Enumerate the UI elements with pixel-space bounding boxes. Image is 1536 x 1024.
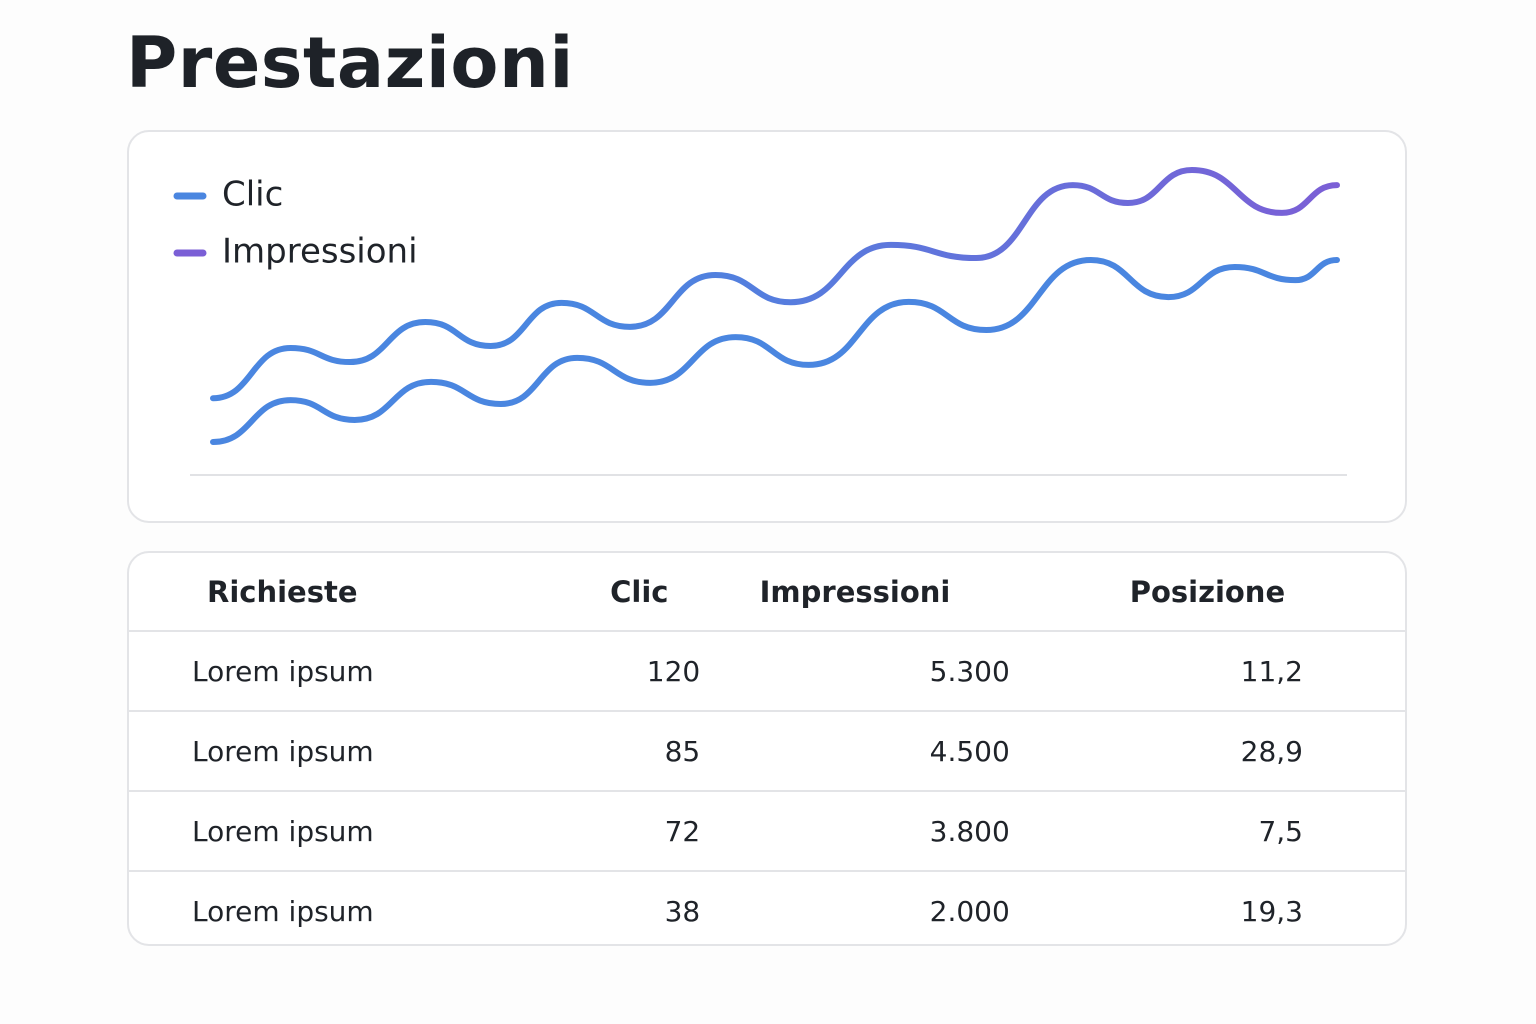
header-row: Richieste Clic Impressioni Posizione — [129, 553, 1405, 631]
page-title: Prestazioni — [126, 22, 574, 104]
table-row: Lorem ipsum 85 4.500 28,9 — [129, 710, 1405, 791]
table-cell: Lorem ipsum — [129, 870, 579, 944]
legend-label: Clic — [222, 175, 283, 215]
legend-label: Impressioni — [222, 232, 418, 272]
column-header: Impressioni — [759, 574, 951, 609]
table-cell: 5.300 — [700, 630, 1010, 711]
table-cell: Lorem ipsum — [129, 790, 579, 871]
table-cell: 38 — [578, 870, 701, 944]
table-cell: Lorem ipsum — [129, 630, 579, 711]
series-line — [210, 256, 1340, 446]
table-cell: 72 — [578, 790, 701, 871]
chart: Clic Impressioni — [173, 167, 1347, 476]
table-cell: 7,5 — [1009, 790, 1405, 871]
table-row: Lorem ipsum 120 5.300 11,2 — [129, 630, 1405, 711]
table-row: Lorem ipsum 38 2.000 19,3 — [129, 870, 1405, 944]
table-cell: 85 — [578, 710, 701, 791]
column-header: Richieste — [207, 574, 358, 609]
table-cell: 28,9 — [1009, 710, 1405, 791]
column-header: Posizione — [1129, 574, 1286, 609]
table: Richieste Clic Impressioni Posizione Lorem … — [129, 553, 1405, 944]
table-body: Lorem ipsum 120 5.300 11,2 Lorem ipsum 85 4.50… — [129, 630, 1405, 944]
table-cell: 120 — [578, 630, 701, 711]
table-cell: 11,2 — [1009, 630, 1405, 711]
table-card: Richieste Clic Impressioni Posizione Lorem … — [127, 551, 1407, 946]
chart-card: Clic Impressioni — [127, 130, 1407, 523]
table-cell: 3.800 — [700, 790, 1010, 871]
table-cell: 19,3 — [1009, 870, 1405, 944]
table-cell: Lorem ipsum — [129, 710, 579, 791]
table-row: Lorem ipsum 72 3.800 7,5 — [129, 790, 1405, 871]
column-header: Clic — [610, 574, 669, 609]
series-line — [210, 167, 1340, 402]
table-cell: 2.000 — [700, 870, 1010, 944]
table-cell: 4.500 — [700, 710, 1010, 791]
